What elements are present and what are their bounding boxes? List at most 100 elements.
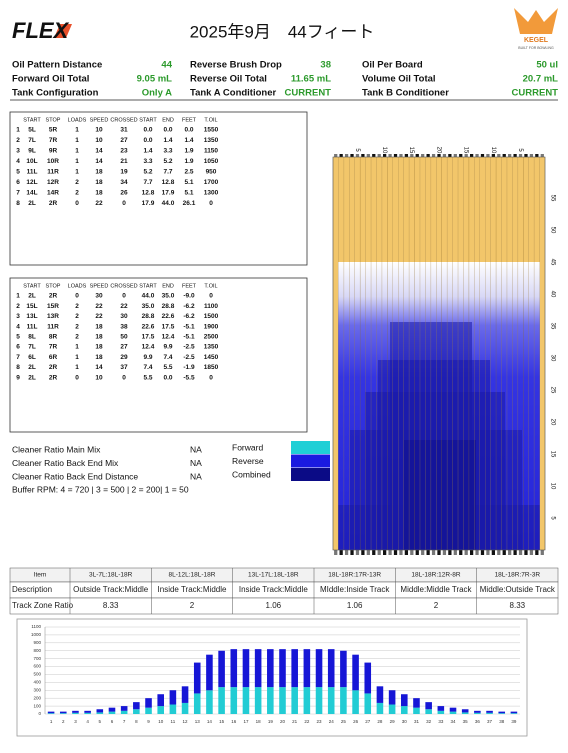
table-cell: 11L xyxy=(27,169,38,176)
table-cell: 8R xyxy=(49,334,58,341)
board-marker xyxy=(442,154,447,157)
y-tick-label: 800 xyxy=(33,648,41,653)
bar xyxy=(340,650,347,688)
table-cell: 6L xyxy=(28,354,36,361)
board-marker xyxy=(344,154,349,157)
cleaner-label: Cleaner Ratio Back End Distance xyxy=(12,471,138,481)
bar xyxy=(291,687,298,714)
table-cell: 5L xyxy=(28,127,36,134)
table-cell: 11L xyxy=(27,323,38,330)
x-tick-label: 16 xyxy=(231,719,237,724)
bar xyxy=(437,710,445,714)
table-cell: 17.5 xyxy=(142,334,155,341)
board-tick-label: 5 xyxy=(517,148,523,152)
board-marker xyxy=(355,154,360,157)
table-cell: 1300 xyxy=(204,190,219,197)
table-cell: 7.4 xyxy=(143,364,152,371)
x-tick-label: 6 xyxy=(111,719,114,724)
table-header: SPEED xyxy=(90,117,109,123)
track-cell: 18L-18R:17R-13R xyxy=(328,572,381,579)
bar xyxy=(461,709,469,713)
track-cell: 18L-18R:7R-3R xyxy=(495,572,541,579)
bar xyxy=(181,686,189,703)
board-marker xyxy=(497,550,501,555)
board-marker xyxy=(383,154,387,157)
board-marker xyxy=(464,550,468,555)
board-marker xyxy=(508,154,512,157)
x-tick-label: 20 xyxy=(280,719,286,724)
table-cell: 23 xyxy=(120,148,128,155)
board-marker xyxy=(339,154,343,157)
table-cell: 13R xyxy=(47,313,59,320)
board-marker xyxy=(361,550,365,555)
board-marker xyxy=(399,550,403,555)
board-marker xyxy=(540,154,544,157)
x-tick-label: 31 xyxy=(414,719,420,724)
table-cell: 2R xyxy=(49,364,58,371)
table-cell: 1450 xyxy=(204,354,219,361)
table-cell: 0 xyxy=(209,200,213,207)
table-cell: 0 xyxy=(122,293,126,300)
table-cell: 26 xyxy=(120,190,128,197)
bar xyxy=(437,706,445,711)
table-cell: 10 xyxy=(95,137,103,144)
feet-tick-label: 25 xyxy=(549,387,555,394)
x-tick-label: 35 xyxy=(463,719,469,724)
x-tick-label: 25 xyxy=(341,719,347,724)
board-marker xyxy=(334,550,338,555)
info-value: 9.05 mL xyxy=(137,74,173,85)
table-cell: 2 xyxy=(75,313,79,320)
board-marker xyxy=(535,550,539,555)
table-cell: 1.4 xyxy=(163,137,172,144)
x-tick-label: 38 xyxy=(499,719,505,724)
bar xyxy=(303,687,311,714)
board-marker xyxy=(529,154,534,157)
board-marker xyxy=(486,550,490,555)
table-cell: 0 xyxy=(122,374,126,381)
table-cell: 18 xyxy=(95,179,103,186)
table-cell: 8 xyxy=(16,200,20,207)
board-marker xyxy=(475,154,479,157)
table-cell: 0 xyxy=(122,200,126,207)
table-cell: 1100 xyxy=(204,303,218,310)
bar xyxy=(157,694,164,707)
x-tick-label: 39 xyxy=(511,719,517,724)
lane-frame xyxy=(332,156,546,551)
feet-tick-label: 10 xyxy=(549,483,555,490)
board-marker xyxy=(453,154,457,157)
bar xyxy=(230,687,238,714)
info-label: Volume Oil Total xyxy=(362,74,436,85)
bar xyxy=(169,690,177,705)
table-cell: 22.6 xyxy=(162,313,175,320)
bar xyxy=(267,649,274,688)
feet-tick-label: 20 xyxy=(549,419,555,426)
bar xyxy=(401,706,408,714)
table-cell: 8 xyxy=(16,364,20,371)
bar xyxy=(133,709,140,714)
table-cell: 5 xyxy=(16,169,20,176)
table-cell: 1350 xyxy=(204,137,219,144)
info-label: Reverse Brush Drop xyxy=(190,60,282,71)
board-marker xyxy=(350,154,354,157)
table-cell: 0.0 xyxy=(184,127,193,134)
x-tick-label: 37 xyxy=(487,719,493,724)
track-row-header: Description xyxy=(12,585,52,594)
board-marker xyxy=(448,550,452,555)
table-cell: 26.1 xyxy=(183,200,196,207)
y-tick-label: 600 xyxy=(33,664,41,669)
table-cell: -9.0 xyxy=(183,293,195,300)
x-tick-label: 29 xyxy=(390,719,396,724)
table-cell: 3.3 xyxy=(163,148,172,155)
board-marker xyxy=(453,550,457,555)
bar xyxy=(72,710,79,713)
table-cell: 30 xyxy=(120,313,128,320)
table-cell: 14R xyxy=(47,190,59,197)
bar xyxy=(486,710,493,713)
table-header: END xyxy=(162,117,174,123)
board-marker xyxy=(383,550,387,555)
bar xyxy=(315,687,323,714)
table-header: FEET xyxy=(182,117,197,123)
bar xyxy=(461,712,469,714)
table-cell: 950 xyxy=(206,169,217,176)
table-cell: 34 xyxy=(120,179,128,186)
